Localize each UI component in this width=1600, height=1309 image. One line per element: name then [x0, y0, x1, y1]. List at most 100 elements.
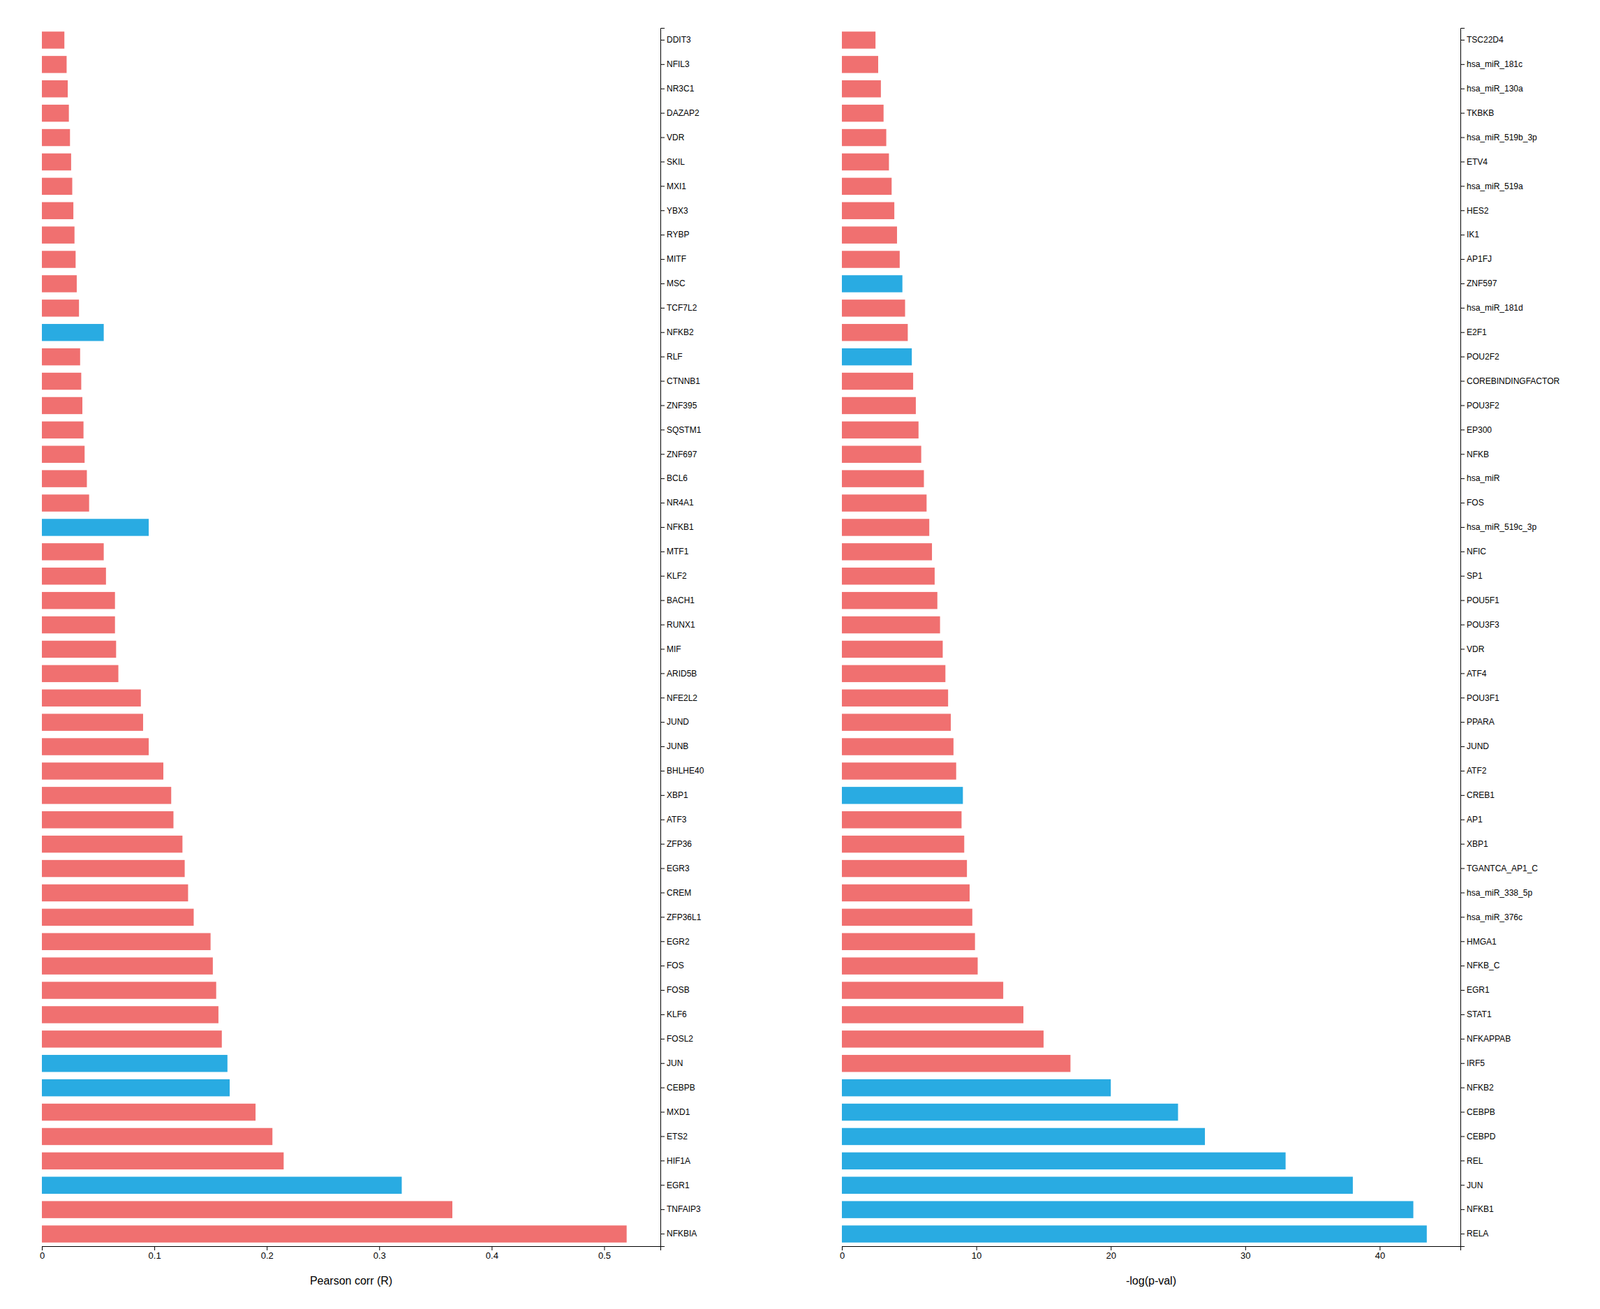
y-tick-mark: [1460, 721, 1465, 723]
y-tick: RYBP: [660, 229, 690, 240]
x-tick-mark: [1110, 1246, 1112, 1251]
x-tick: 0: [39, 1246, 45, 1261]
bar: [841, 55, 879, 73]
bar: [841, 1225, 1427, 1242]
bar: [841, 446, 922, 463]
y-tick: E2F1: [1460, 327, 1487, 338]
y-tick-mark: [660, 258, 665, 260]
bar: [41, 762, 164, 780]
y-tick-label: XBP1: [1466, 839, 1489, 849]
y-tick-mark: [1460, 892, 1465, 893]
y-tick-label: CEBPD: [1466, 1131, 1496, 1142]
x-tick-label: 10: [971, 1250, 982, 1261]
y-tick-mark: [660, 575, 665, 577]
y-tick-mark: [660, 600, 665, 602]
y-tick: hsa_miR: [1460, 473, 1501, 484]
y-tick: VDR: [1460, 644, 1485, 655]
bar: [41, 397, 83, 414]
y-tick-label: POU5F1: [1466, 595, 1500, 606]
bar: [841, 226, 898, 243]
y-tick-label: ZFP36: [666, 839, 692, 849]
y-tick-mark: [660, 1184, 665, 1186]
y-tick-label: RUNX1: [666, 619, 696, 630]
x-tick: 0: [839, 1246, 845, 1261]
bar: [841, 640, 943, 658]
bar: [41, 1152, 284, 1170]
y-tick: NFKAPPAB: [1460, 1033, 1511, 1044]
y-tick: TCF7L2: [660, 302, 698, 313]
bar: [841, 884, 970, 902]
y-tick-label: EGR1: [666, 1180, 690, 1191]
bar: [41, 348, 81, 366]
bar: [841, 469, 924, 487]
bar: [841, 275, 903, 292]
y-tick: hsa_miR_181c: [1460, 59, 1523, 70]
y-tick-label: CEBPB: [1466, 1107, 1496, 1117]
y-tick-mark: [1460, 404, 1465, 406]
y-tick-label: NFKBIA: [666, 1228, 697, 1239]
y-tick: BACH1: [660, 595, 695, 606]
y-tick-label: NFKB2: [1466, 1082, 1494, 1093]
bar: [841, 981, 1004, 999]
y-tick-mark: [660, 624, 665, 626]
y-tick-mark: [1460, 1233, 1465, 1235]
x-tick-mark: [976, 1246, 978, 1251]
y-tick: RLF: [660, 351, 683, 362]
y-tick-label: VDR: [1466, 644, 1485, 655]
y-tick: ZNF697: [660, 449, 698, 460]
y-tick-label: REL: [1466, 1156, 1484, 1166]
y-tick-label: hsa_miR_519a: [1466, 181, 1524, 192]
y-tick-label: hsa_miR: [1466, 473, 1501, 484]
y-tick-label: hsa_miR_519b_3p: [1466, 132, 1538, 143]
bar: [41, 957, 213, 974]
y-tick-label: E2F1: [1466, 327, 1487, 338]
y-tick-mark: [660, 941, 665, 942]
y-tick-mark: [1460, 868, 1465, 870]
y-tick: hsa_miR_376c: [1460, 912, 1523, 923]
y-tick: FOSB: [660, 984, 690, 995]
y-tick-label: NFKAPPAB: [1466, 1033, 1511, 1044]
x-tick-label: 0.3: [373, 1250, 387, 1261]
y-tick-label: MIF: [666, 644, 682, 655]
y-tick: RELA: [1460, 1228, 1489, 1239]
x-tick-mark: [379, 1246, 380, 1251]
y-tick-label: JUNB: [666, 741, 689, 752]
y-tick-mark: [1460, 1063, 1465, 1064]
y-tick-label: TGANTCA_AP1_C: [1466, 863, 1538, 874]
bar: [41, 713, 144, 731]
y-tick-mark: [660, 64, 665, 65]
y-tick-label: SP1: [1466, 571, 1483, 581]
bar: [41, 1030, 222, 1048]
y-tick-mark: [660, 283, 665, 285]
bar: [841, 762, 957, 780]
y-tick-mark: [1460, 113, 1465, 114]
y-tick: POU2F2: [1460, 351, 1500, 362]
y-tick-mark: [1460, 453, 1465, 455]
x-tick: 0.1: [148, 1246, 162, 1261]
bar: [841, 957, 979, 974]
y-tick-label: POU3F1: [1466, 693, 1500, 703]
bar: [841, 1200, 1414, 1218]
y-tick-label: NFE2L2: [666, 693, 698, 703]
y-axis: DDIT3NFIL3NR3C1DAZAP2VDRSKILMXI1YBX3RYBP…: [660, 28, 705, 1247]
y-tick: ARID5B: [660, 668, 697, 679]
y-tick-mark: [1460, 527, 1465, 528]
panel: 00.10.20.30.40.5DDIT3NFIL3NR3C1DAZAP2VDR…: [39, 28, 705, 1288]
y-tick-label: CEBPB: [666, 1082, 696, 1093]
y-tick-mark: [660, 892, 665, 893]
bar: [841, 1030, 1044, 1048]
y-tick: CEBPB: [1460, 1107, 1496, 1117]
y-tick: JUND: [660, 716, 690, 727]
y-tick-mark: [660, 672, 665, 674]
y-tick-mark: [660, 356, 665, 358]
x-tick: 30: [1240, 1246, 1251, 1261]
y-tick: VDR: [660, 132, 685, 143]
y-tick: ZFP36L1: [660, 912, 702, 923]
y-tick: NFKB1: [660, 522, 694, 532]
y-tick-label: ZNF597: [1466, 278, 1498, 289]
y-tick-mark: [1460, 843, 1465, 845]
bars: [841, 31, 1427, 1243]
x-tick: 0.3: [373, 1246, 387, 1261]
y-axis: TSC22D4hsa_miR_181chsa_miR_130aTKBKBhsa_…: [1460, 28, 1560, 1247]
y-tick: JUNB: [660, 741, 689, 752]
